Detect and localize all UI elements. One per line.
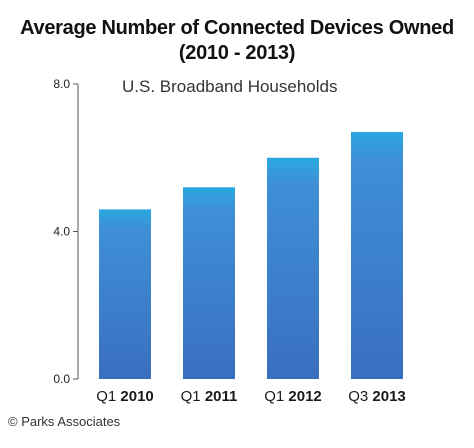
y-tick-label: 0.0 [53,372,70,386]
x-tick-label: Q1 2010 [96,388,154,405]
bar [351,131,403,379]
chart-title: Average Number of Connected Devices Owne… [20,17,454,39]
x-tick-label: Q1 2011 [181,388,238,405]
x-tick-label: Q1 2012 [264,388,322,405]
bar [99,209,151,379]
source-credit: © Parks Associates [8,414,121,429]
chart-annotation: U.S. Broadband Households [122,77,338,96]
x-tick-label: Q3 2013 [348,388,406,405]
bar [183,187,235,379]
y-tick-label: 4.0 [53,225,70,239]
chart-subtitle: (2010 - 2013) [178,42,296,64]
bar [267,157,319,379]
y-tick-label: 8.0 [53,77,70,91]
